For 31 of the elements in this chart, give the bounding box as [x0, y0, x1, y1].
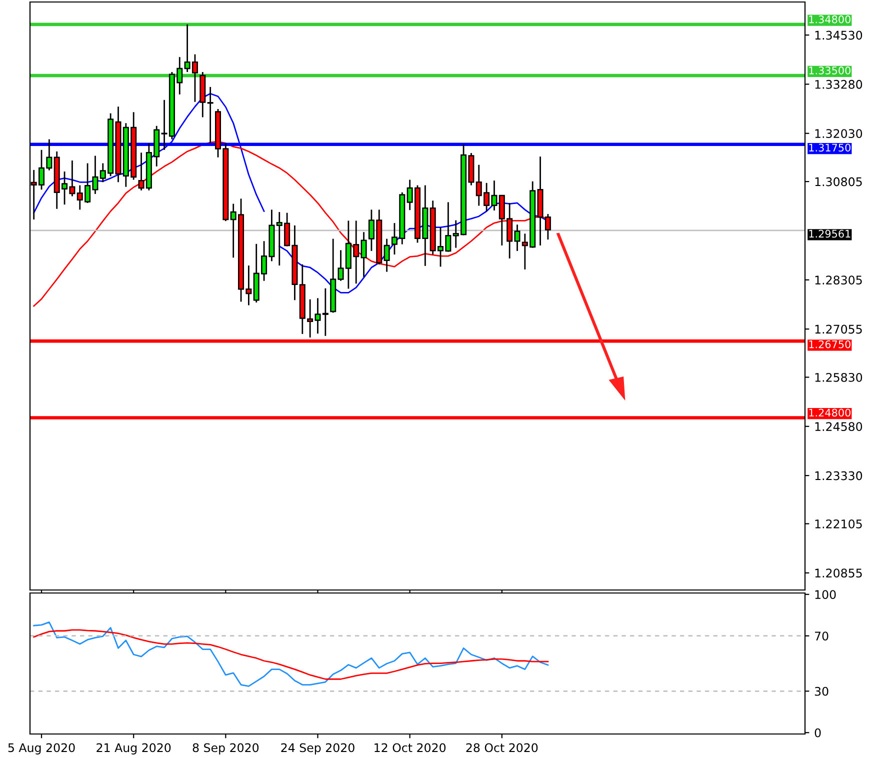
- y-tick-label: 1.32030: [815, 129, 862, 138]
- y-tick-label: 1.23330: [815, 471, 862, 480]
- y-tick-label: 1.34530: [815, 30, 862, 40]
- y-tick-label: 1.25830: [815, 372, 862, 382]
- y-tick-label: 1.27055: [815, 324, 862, 334]
- y-tick-label: 70: [814, 632, 828, 641]
- ref-line-label: 1.29561: [809, 230, 850, 238]
- x-tick-label: 5 Aug 2020: [8, 743, 75, 754]
- ref-line-label: 1.34800: [809, 15, 850, 24]
- y-tick-label: 1.28305: [815, 276, 862, 285]
- ref-line-label: 1.24800: [809, 408, 850, 417]
- candlestick: [384, 238, 390, 273]
- y-tick-label: 30: [814, 686, 828, 696]
- y-tick-label: 1.24580: [815, 422, 862, 432]
- y-tick-label: 1.30805: [815, 177, 862, 186]
- y-tick-label: 1.22105: [815, 519, 862, 528]
- x-tick-label: 12 Oct 2020: [374, 743, 446, 752]
- ref-line-label: 1.26750: [809, 340, 850, 348]
- x-tick-label: 24 Sep 2020: [281, 743, 354, 754]
- y-tick-label: 1.33280: [815, 80, 862, 89]
- x-tick-label: 21 Aug 2020: [96, 743, 171, 754]
- y-tick-label: 100: [815, 590, 836, 600]
- y-tick-label: 0: [814, 728, 821, 738]
- y-tick-label: 1.20855: [815, 568, 862, 578]
- x-tick-label: 8 Sep 2020: [192, 743, 259, 754]
- ref-line-label: 1.33500: [809, 66, 850, 74]
- line-series: [33, 629, 549, 680]
- x-tick-label: 28 Oct 2020: [466, 743, 538, 752]
- ref-line-label: 1.31750: [809, 144, 850, 152]
- candlestick: [360, 231, 367, 278]
- line-series: [33, 621, 549, 687]
